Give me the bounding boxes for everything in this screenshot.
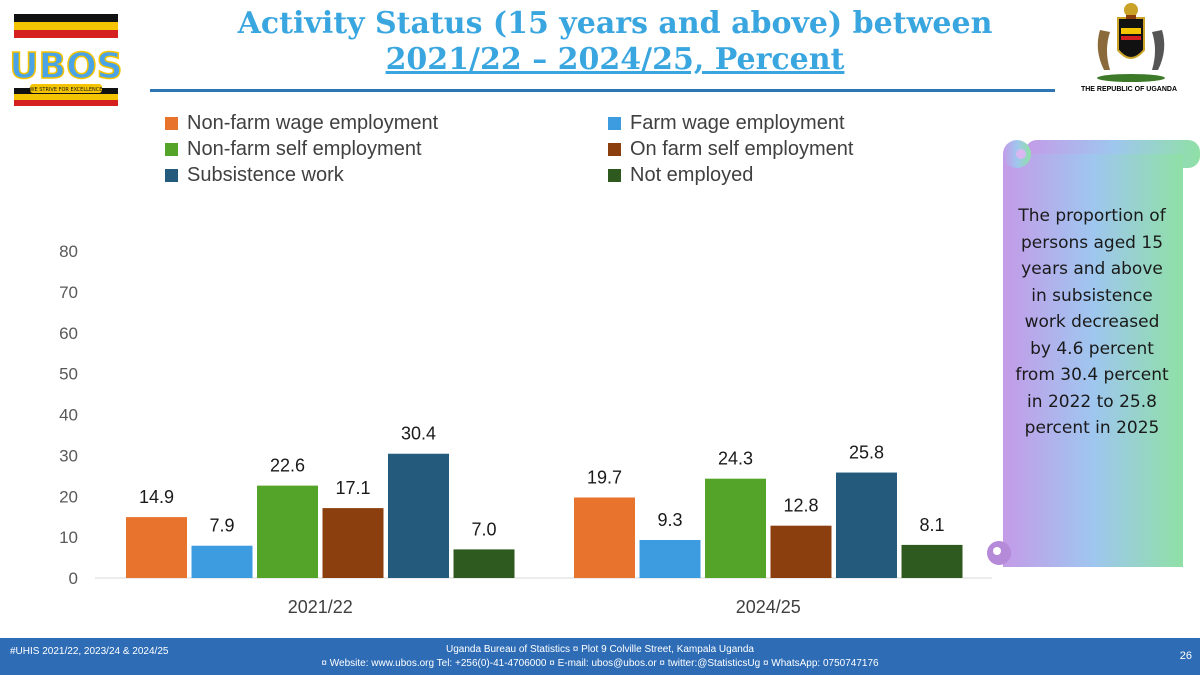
x-category-label: 2021/22	[288, 597, 353, 617]
bar	[191, 545, 253, 578]
bar	[639, 539, 701, 578]
legend-item: Non-farm wage employment	[165, 112, 438, 135]
ubos-logo-text: UBOS	[10, 46, 122, 87]
legend-label: Farm wage employment	[630, 112, 845, 134]
legend-label: On farm self employment	[630, 138, 854, 160]
y-tick-label: 70	[59, 283, 78, 302]
legend-swatch	[165, 143, 178, 156]
callout-scroll	[987, 140, 1200, 567]
ubos-logo-motto: WE STRIVE FOR EXCELLENCE	[30, 87, 103, 93]
data-label: 19.7	[587, 467, 622, 487]
legend-swatch	[608, 117, 621, 130]
data-label: 8.1	[919, 515, 944, 535]
legend-swatch	[165, 117, 178, 130]
y-tick-label: 20	[59, 487, 78, 506]
y-tick-label: 0	[69, 569, 78, 588]
data-label: 9.3	[657, 510, 682, 530]
legend-swatch	[608, 143, 621, 156]
bar	[257, 485, 318, 578]
y-tick-label: 30	[59, 446, 78, 465]
bar	[453, 549, 515, 578]
bar	[322, 508, 384, 578]
bar-chart: 0 10 20 30 40 50 60 70 80 14.9 19.7 7.9 9.3 22.6 24.3 1…	[59, 242, 992, 617]
data-label: 25.8	[849, 443, 884, 463]
footer-contacts: ¤ Website: www.ubos.org Tel: +256(0)-41-…	[321, 658, 879, 669]
legend-label: Not employed	[630, 164, 754, 186]
page-title: Activity Status (15 years and above) bet…	[150, 6, 1080, 78]
legend-label: Non-farm self employment	[187, 138, 422, 160]
y-tick-label: 10	[59, 528, 78, 547]
data-label: 7.9	[209, 516, 234, 536]
data-label: 14.9	[139, 487, 174, 507]
legend-item: Not employed	[608, 164, 753, 187]
data-label: 24.3	[718, 449, 753, 469]
data-label: 17.1	[335, 478, 370, 498]
bar	[836, 472, 897, 578]
y-tick-label: 40	[59, 406, 78, 425]
legend-swatch	[608, 169, 621, 182]
title-line-1: Activity Status (15 years and above) bet…	[237, 6, 993, 41]
bar	[388, 453, 449, 578]
data-label: 7.0	[471, 519, 496, 539]
legend-label: Subsistence work	[187, 164, 344, 186]
coat-of-arms-icon	[1097, 3, 1165, 82]
page-number: 26	[1179, 650, 1192, 662]
y-tick-label: 80	[59, 242, 78, 261]
legend-item: On farm self employment	[608, 138, 853, 161]
legend-swatch	[165, 169, 178, 182]
footer-address: Uganda Bureau of Statistics ¤ Plot 9 Col…	[446, 644, 754, 655]
legend-item: Non-farm self employment	[165, 138, 422, 161]
bar	[901, 544, 963, 578]
data-label: 12.8	[783, 496, 818, 516]
bar	[705, 478, 766, 578]
bar	[126, 517, 187, 578]
footer-hashtag: #UHIS 2021/22, 2023/24 & 2024/25	[10, 646, 169, 657]
y-tick-label: 50	[59, 365, 78, 384]
bar	[574, 497, 635, 578]
data-label: 30.4	[401, 424, 436, 444]
bar	[770, 525, 832, 578]
legend-item: Subsistence work	[165, 164, 344, 187]
ubos-logo: UBOS WE STRIVE FOR EXCELLENCE	[10, 14, 122, 106]
coat-of-arms-label: THE REPUBLIC OF UGANDA	[1080, 86, 1178, 93]
title-rule	[150, 89, 1055, 92]
title-line-2: 2021/22 – 2024/25, Percent	[385, 42, 845, 77]
legend-label: Non-farm wage employment	[187, 112, 439, 134]
footer-contact: Uganda Bureau of Statistics ¤ Plot 9 Col…	[0, 643, 1200, 671]
x-category-label: 2024/25	[736, 597, 801, 617]
legend-item: Farm wage employment	[608, 112, 845, 135]
y-tick-label: 60	[59, 324, 78, 343]
callout-text: The proportion of persons aged 15 years …	[1015, 206, 1169, 438]
data-label: 22.6	[270, 456, 305, 476]
footer-bar: #UHIS 2021/22, 2023/24 & 2024/25 Uganda …	[0, 638, 1200, 675]
